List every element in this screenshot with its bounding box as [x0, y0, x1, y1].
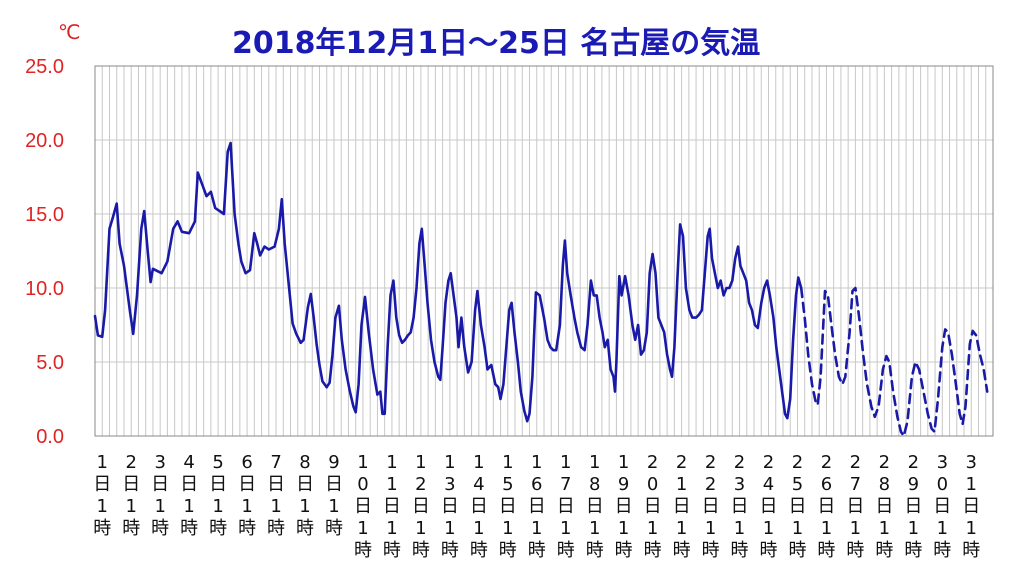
grid: [94, 65, 994, 437]
y-tick-label: 20.0: [25, 130, 64, 152]
plot-frame: [94, 65, 994, 437]
y-tick-label: 5.0: [36, 352, 64, 374]
y-axis-ticks: 0.0 5.0 10.0 15.0 20.0 25.0: [25, 56, 64, 448]
y-tick-label: 25.0: [25, 56, 64, 78]
y-tick-label: 10.0: [25, 278, 64, 300]
series-line-solid: [93, 141, 803, 423]
y-tick-label: 0.0: [36, 426, 64, 448]
y-unit-label: ℃: [58, 20, 81, 44]
y-tick-label: 15.0: [25, 204, 64, 226]
series-line-dashed: [799, 286, 989, 438]
series: [93, 141, 989, 438]
chart-title: 2018年12月1日～25日 名古屋の気温: [232, 26, 761, 61]
x-axis-ticks: 1 日 1 時 2 日 1 時 3 日 1 時 4 日 1 時 5 日 1 時 6 日 1 時 7 日 1 時 8 日 1 時 9 日 1 時 1 0 日 1…: [93, 452, 980, 561]
